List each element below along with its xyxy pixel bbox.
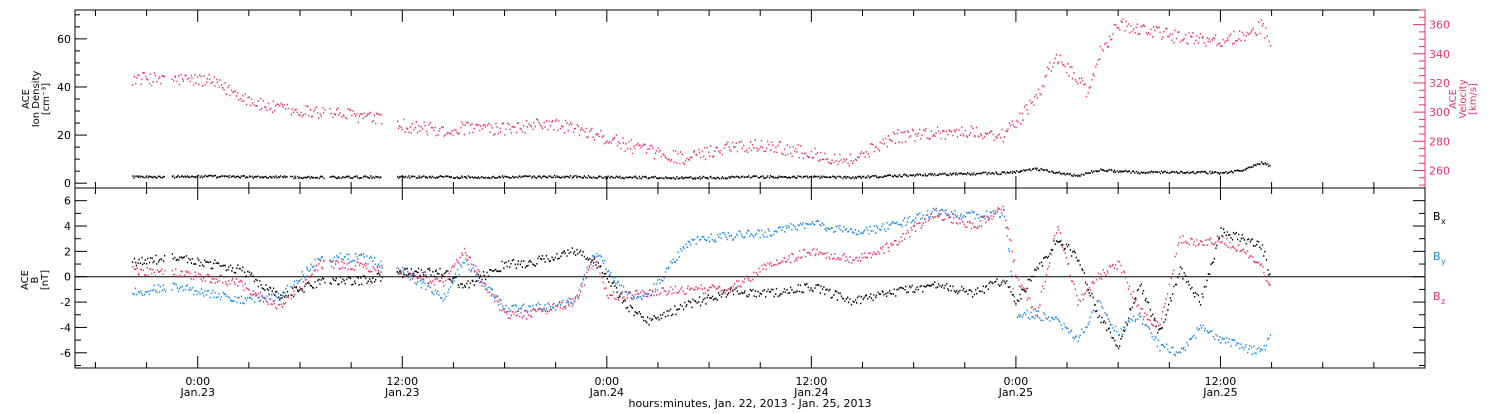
bottom-left-tick-label: -6: [60, 347, 71, 360]
bottom-panel-frame: [74, 187, 1426, 369]
top-right-axis-title-line: Velocity: [1458, 79, 1469, 118]
legend-subscript: z: [1441, 297, 1445, 306]
legend-label: B: [1433, 250, 1441, 263]
top-right-axis-title-line: [km/s]: [1468, 83, 1479, 115]
top-panel-frame: [74, 9, 1426, 189]
top-right-tick-label: 340: [1429, 48, 1450, 61]
velocity-series-points: [131, 18, 1272, 167]
top-left-tick-label: 20: [57, 129, 71, 142]
bx-series: [131, 227, 1271, 350]
x-tick-label-time: 0:00: [594, 375, 619, 388]
bz-series: [132, 205, 1271, 327]
density-series-points: [132, 161, 1271, 180]
top-right-axis-title: ACE Velocity [km/s]: [1448, 79, 1479, 118]
x-tick-label-time: 0:00: [1004, 375, 1029, 388]
x-axis-title: hours:minutes, Jan. 22, 2013 - Jan. 25, …: [629, 397, 872, 410]
x-tick-label-time: 12:00: [386, 375, 418, 388]
legend-label: B: [1433, 210, 1441, 223]
top-left-tick-label: 40: [57, 81, 71, 94]
top-left-axis-title-line: Ion Density: [31, 71, 42, 128]
bottom-left-tick-label: 0: [64, 271, 71, 284]
top-left-axis-title-line: ACE: [21, 89, 32, 109]
bx-series-points: [131, 227, 1271, 350]
velocity-series: [131, 18, 1272, 167]
x-tick-label-date: Jan.25: [998, 386, 1033, 399]
bottom-left-tick-label: 4: [64, 220, 71, 233]
bz-series-points: [132, 205, 1271, 327]
top-right-axis-title-line: ACE: [1448, 89, 1459, 109]
x-tick-label-date: Jan.23: [384, 386, 419, 399]
top-left-axis-title: ACE Ion Density [cm⁻³]: [21, 71, 52, 128]
bottom-left-axis-title-line: B: [30, 276, 41, 283]
legend-label: B: [1433, 290, 1441, 303]
bottom-left-axis-title-line: ACE: [20, 270, 31, 290]
top-right-tick-label: 320: [1429, 77, 1450, 90]
bottom-left-axis-title: ACE B [nT]: [20, 270, 51, 290]
x-axis: 0:00Jan.2312:00Jan.230:00Jan.2412:00Jan.…: [94, 10, 1375, 410]
bottom-left-tick-label: -4: [60, 321, 71, 334]
top-left-axis-title-line: [cm⁻³]: [41, 83, 52, 115]
top-right-tick-label: 300: [1429, 106, 1450, 119]
top-panel: 0 20 40 60 260 280 300 320 340 360: [57, 9, 1450, 190]
x-tick-label-time: 12:00: [796, 375, 828, 388]
bottom-panel: -6 -4 -2 0 2 4 6: [60, 187, 1426, 369]
x-tick-label-date: Jan.25: [1202, 386, 1237, 399]
x-tick-label-date: Jan.23: [180, 386, 215, 399]
density-series: [132, 161, 1271, 180]
bottom-left-tick-label: 6: [64, 195, 71, 208]
top-right-tick-label: 360: [1429, 19, 1450, 32]
x-tick-label-date: Jan.24: [589, 386, 624, 399]
top-right-tick-label: 260: [1429, 164, 1450, 177]
top-left-tick-label: 0: [64, 177, 71, 190]
bottom-left-tick-label: -2: [60, 296, 71, 309]
top-left-tick-label: 60: [57, 33, 71, 46]
bottom-left-axis-title-line: [nT]: [40, 270, 51, 290]
x-tick-label-time: 12:00: [1205, 375, 1237, 388]
legend-subscript: y: [1441, 257, 1446, 266]
legend-subscript: x: [1441, 217, 1446, 226]
top-right-tick-label: 280: [1429, 135, 1450, 148]
bottom-left-tick-label: 2: [64, 245, 71, 258]
x-tick-label-date: Jan.24: [793, 386, 828, 399]
x-tick-label-time: 0:00: [185, 375, 210, 388]
axis-labels: ACE Ion Density [cm⁻³] ACE Velocity [km/s]ACE…: [20, 71, 1479, 306]
